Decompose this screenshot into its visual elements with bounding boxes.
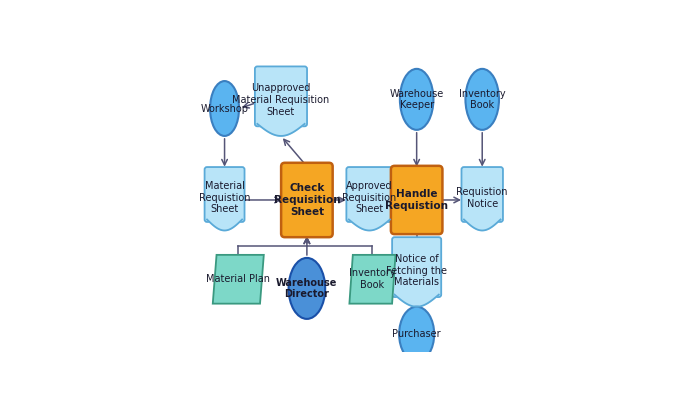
Polygon shape <box>213 255 264 304</box>
FancyBboxPatch shape <box>392 237 441 297</box>
Polygon shape <box>349 219 390 230</box>
Text: Warehouse
Keeper: Warehouse Keeper <box>389 89 443 110</box>
FancyBboxPatch shape <box>281 163 332 237</box>
Text: Inventory
Book: Inventory Book <box>459 89 505 110</box>
Polygon shape <box>207 219 242 230</box>
Text: Approved
Requisition
Sheet: Approved Requisition Sheet <box>342 181 396 214</box>
Text: Material
Requistion
Sheet: Material Requistion Sheet <box>198 181 251 214</box>
Text: Handle
Requistion: Handle Requistion <box>385 189 448 211</box>
Text: Requistion
Notice: Requistion Notice <box>457 187 508 209</box>
Text: Inventory
Book: Inventory Book <box>349 268 396 290</box>
FancyBboxPatch shape <box>391 166 442 234</box>
Ellipse shape <box>400 69 434 130</box>
Polygon shape <box>395 295 439 307</box>
FancyBboxPatch shape <box>462 167 503 222</box>
FancyBboxPatch shape <box>346 167 392 222</box>
Ellipse shape <box>466 69 499 130</box>
Text: Notice of
Fetching the
Materials: Notice of Fetching the Materials <box>386 254 447 287</box>
Text: Workshop: Workshop <box>201 103 248 114</box>
FancyBboxPatch shape <box>205 167 244 222</box>
Text: Purchaser: Purchaser <box>392 329 441 339</box>
Text: Unapproved
Material Requisition
Sheet: Unapproved Material Requisition Sheet <box>232 84 330 116</box>
Ellipse shape <box>289 258 325 319</box>
Polygon shape <box>257 124 305 136</box>
FancyBboxPatch shape <box>255 67 307 126</box>
Polygon shape <box>349 255 396 304</box>
Ellipse shape <box>210 81 239 136</box>
Ellipse shape <box>399 307 434 362</box>
Text: Check
Requisition
Sheet: Check Requisition Sheet <box>273 183 340 217</box>
Polygon shape <box>464 219 500 230</box>
Text: Warehouse
Director: Warehouse Director <box>276 278 337 299</box>
Text: Material Plan: Material Plan <box>206 274 270 284</box>
